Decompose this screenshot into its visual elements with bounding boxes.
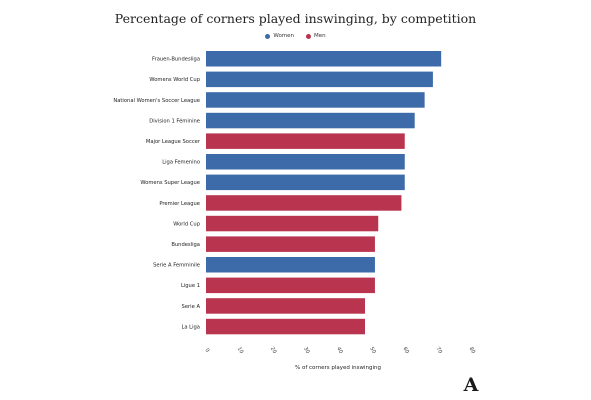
x-tick-label: 20 (269, 346, 278, 355)
bar (206, 92, 425, 108)
bar (206, 277, 375, 294)
x-tick-label: 50 (368, 346, 377, 355)
bar (206, 257, 375, 273)
category-label: Premier League (159, 201, 200, 207)
bars (206, 51, 442, 335)
bar (206, 215, 379, 232)
legend-label-men: Men (314, 33, 326, 39)
category-label: Womens World Cup (149, 77, 200, 83)
category-label: La Liga (181, 324, 200, 330)
category-label: National Women's Soccer League (113, 98, 200, 104)
bar (206, 51, 442, 67)
bar (206, 236, 375, 252)
legend: Women Men (0, 33, 591, 39)
legend-label-women: Women (273, 33, 295, 39)
bar (206, 133, 405, 149)
category-label: Major League Soccer (146, 139, 201, 145)
bar (206, 318, 365, 335)
category-label: Division 1 Féminine (149, 117, 200, 124)
x-axis-label: % of corners played inswinging (295, 365, 381, 371)
category-label: World Cup (173, 221, 200, 227)
bar (206, 154, 405, 170)
x-tick-label: 0 (203, 348, 210, 354)
legend-swatch-women (265, 33, 271, 39)
bar (206, 112, 415, 129)
x-tick-label: 10 (236, 346, 245, 355)
legend-item-women: Women (265, 33, 294, 39)
category-label: Liga Femenino (162, 160, 200, 166)
x-tick-label: 70 (434, 346, 443, 355)
x-tick-label: 40 (335, 346, 344, 355)
x-tick-label: 30 (302, 346, 311, 355)
svg-text:A: A (463, 374, 479, 394)
bar (206, 195, 402, 211)
the-athletic-logo: A (463, 374, 479, 394)
category-label: Bundesliga (171, 242, 200, 248)
chart-title: Percentage of corners played inswinging,… (114, 11, 477, 26)
bar (206, 298, 365, 314)
category-label: Serie A Femminile (153, 263, 200, 269)
category-label: Serie A (182, 304, 201, 310)
x-tick-label: 80 (468, 346, 477, 355)
category-label: Ligue 1 (181, 283, 200, 289)
category-label: Frauen-Bundesliga (152, 57, 200, 63)
bar (206, 71, 433, 88)
legend-swatch-men (306, 33, 312, 39)
legend-item-men: Men (306, 33, 326, 39)
x-axis-ticks: 0 10 20 30 40 50 60 70 80 (203, 346, 476, 355)
bar (206, 174, 405, 191)
category-labels: Frauen-Bundesliga Womens World Cup Nationa… (113, 57, 201, 331)
x-tick-label: 60 (401, 346, 410, 355)
category-label: Womens Super League (140, 180, 200, 186)
